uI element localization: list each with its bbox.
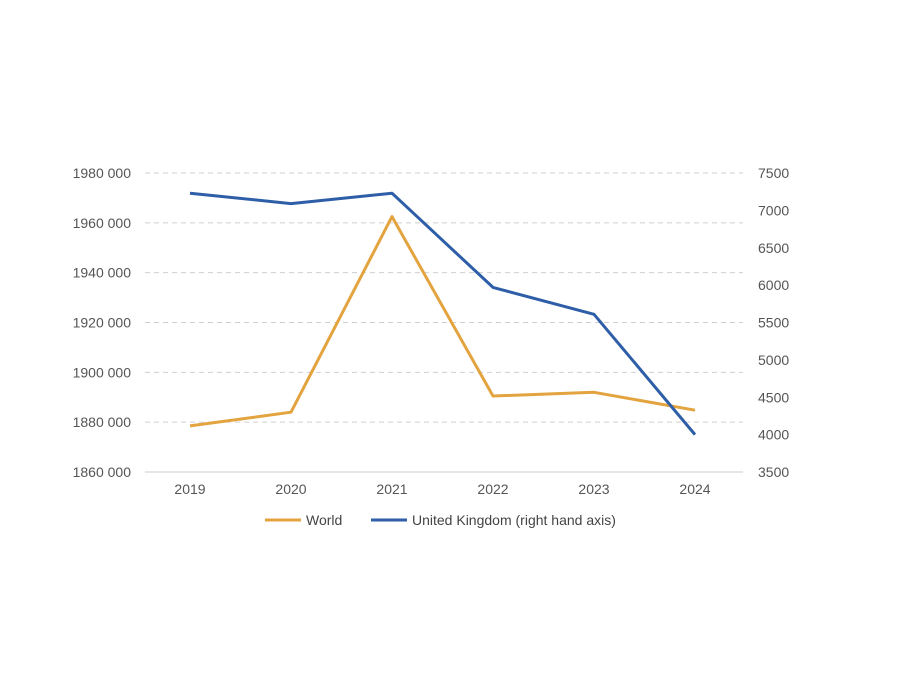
legend-label: World — [306, 512, 342, 528]
y-tick-label: 1860 000 — [73, 464, 132, 480]
x-tick-label: 2024 — [679, 481, 710, 497]
y2-tick-label: 5000 — [758, 352, 789, 368]
series-lines — [189, 191, 697, 436]
x-tick-label: 2023 — [578, 481, 609, 497]
x-tick-label: 2021 — [376, 481, 407, 497]
y2-tick-label: 7500 — [758, 165, 789, 181]
y2-tick-label: 3500 — [758, 464, 789, 480]
y2-tick-label: 6500 — [758, 240, 789, 256]
y-tick-label: 1880 000 — [73, 414, 132, 430]
series-line-world — [189, 215, 696, 428]
series-line-united-kingdom — [189, 191, 697, 436]
y-axis-right: 3500 4000 4500 5000 5500 6000 6500 7000 7500 — [758, 165, 789, 480]
y2-tick-label: 5500 — [758, 315, 789, 331]
y-tick-label: 1960 000 — [73, 215, 132, 231]
y2-tick-label: 7000 — [758, 202, 789, 218]
y-tick-label: 1940 000 — [73, 265, 132, 281]
x-axis: 2019 2020 2021 2022 2023 2024 — [174, 481, 710, 497]
grid — [145, 172, 743, 473]
y-tick-label: 1900 000 — [73, 364, 132, 380]
y-tick-label: 1980 000 — [73, 165, 132, 181]
y-axis-left: 1860 000 1880 000 1900 000 1920 000 1940 000… — [73, 165, 132, 480]
y2-tick-label: 4000 — [758, 427, 789, 443]
legend-label: United Kingdom (right hand axis) — [412, 512, 616, 528]
x-tick-label: 2019 — [174, 481, 205, 497]
x-tick-label: 2020 — [275, 481, 306, 497]
y2-tick-label: 4500 — [758, 389, 789, 405]
legend: World United Kingdom (right hand axis) — [265, 512, 616, 528]
x-tick-label: 2022 — [477, 481, 508, 497]
y-tick-label: 1920 000 — [73, 315, 132, 331]
y2-tick-label: 6000 — [758, 277, 789, 293]
